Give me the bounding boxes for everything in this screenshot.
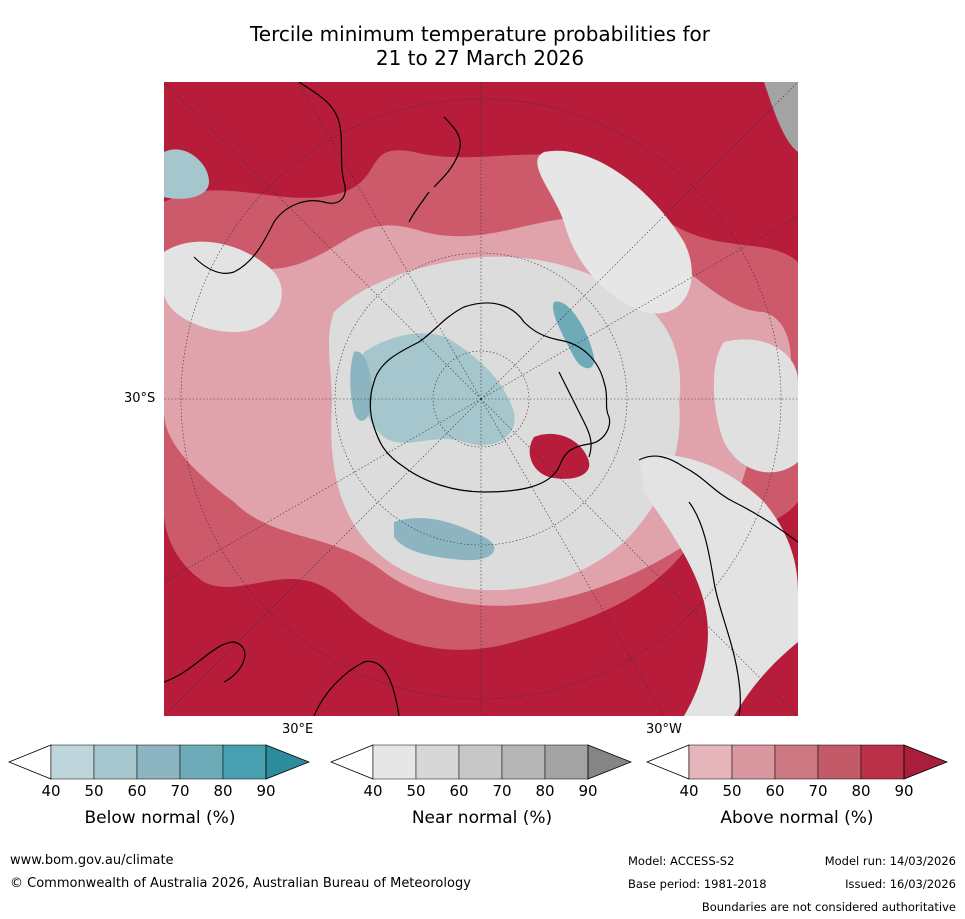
near-normal-label: Near normal (%): [411, 808, 553, 828]
australia-coastline: [193, 82, 346, 274]
below-normal-west-edge: [164, 149, 209, 199]
south-america-coastline: [638, 455, 798, 716]
near-tick-90: 90: [578, 782, 598, 800]
near-tick-70: 70: [492, 782, 512, 800]
below-swatch-3: [136, 744, 181, 780]
near-swatch-3: [458, 744, 503, 780]
above-normal-colorbar: [646, 744, 948, 780]
below-tick-90: 90: [256, 782, 276, 800]
near-extend-high: [587, 744, 632, 780]
base-period: Base period: 1981-2018: [628, 877, 767, 891]
near-normal-north: [537, 150, 692, 314]
near-swatch-1: [372, 744, 417, 780]
model-name: Model: ACCESS-S2: [628, 854, 735, 868]
above-tick-60: 60: [765, 782, 785, 800]
above-normal-label: Above normal (%): [720, 808, 874, 828]
above-swatch-4: [817, 744, 862, 780]
above-tick-70: 70: [808, 782, 828, 800]
antarctica-coastline: [369, 302, 611, 493]
below-swatch-4: [179, 744, 224, 780]
below-swatch-2: [93, 744, 138, 780]
below-normal-east: [553, 301, 595, 369]
website-link[interactable]: www.bom.gov.au/climate: [10, 853, 174, 868]
near-tick-80: 80: [535, 782, 555, 800]
near-normal-east: [713, 339, 798, 473]
issued-date: Issued: 16/03/2026: [845, 877, 956, 891]
below-tick-70: 70: [170, 782, 190, 800]
below-extend-high: [265, 744, 310, 780]
above-tick-50: 50: [722, 782, 742, 800]
below-swatch-1: [50, 744, 95, 780]
near-tick-40: 40: [363, 782, 383, 800]
below-extend-low: [8, 744, 52, 780]
near-tick-50: 50: [406, 782, 426, 800]
above-tick-40: 40: [679, 782, 699, 800]
africa-coastline: [164, 641, 400, 716]
below-tick-80: 80: [213, 782, 233, 800]
below-tick-60: 60: [127, 782, 147, 800]
near-normal-colorbar: [330, 744, 632, 780]
no-data-corner: [764, 82, 798, 152]
below-tick-50: 50: [84, 782, 104, 800]
below-normal-coast: [350, 351, 373, 421]
above-swatch-5: [860, 744, 905, 780]
new-zealand-coastline: [408, 116, 461, 223]
title-line-1: Tercile minimum temperature probabilitie…: [249, 22, 711, 46]
above-tick-80: 80: [851, 782, 871, 800]
lon-label-30w: 30°W: [646, 722, 682, 737]
above-swatch-1: [688, 744, 733, 780]
near-swatch-5: [544, 744, 589, 780]
below-normal-south: [394, 517, 495, 561]
copyright: © Commonwealth of Australia 2026, Austra…: [10, 876, 471, 891]
below-normal-antarctic: [360, 333, 515, 446]
polar-map: [164, 82, 798, 716]
below-normal-label: Below normal (%): [84, 808, 236, 828]
near-tick-60: 60: [449, 782, 469, 800]
above-extend-high: [903, 744, 948, 780]
near-normal-west: [164, 241, 282, 332]
above-swatch-3: [774, 744, 819, 780]
below-swatch-5: [222, 744, 267, 780]
model-run: Model run: 14/03/2026: [824, 854, 956, 868]
chart-title: Tercile minimum temperature probabilitie…: [160, 22, 800, 70]
near-swatch-2: [415, 744, 460, 780]
south-america-region: [639, 454, 798, 716]
below-normal-colorbar: [8, 744, 310, 780]
near-extend-low: [330, 744, 374, 780]
above-swatch-2: [731, 744, 776, 780]
lat-label-30s: 30°S: [124, 391, 156, 406]
above-extend-low: [646, 744, 690, 780]
near-swatch-4: [501, 744, 546, 780]
disclaimer: Boundaries are not considered authoritat…: [701, 900, 956, 914]
above-strong-patch: [529, 433, 590, 479]
antarctic-peninsula: [558, 371, 592, 458]
above-tick-90: 90: [894, 782, 914, 800]
graticule: [164, 82, 798, 716]
lon-label-30e: 30°E: [282, 722, 314, 737]
below-tick-40: 40: [41, 782, 61, 800]
title-line-2: 21 to 27 March 2026: [375, 46, 585, 70]
